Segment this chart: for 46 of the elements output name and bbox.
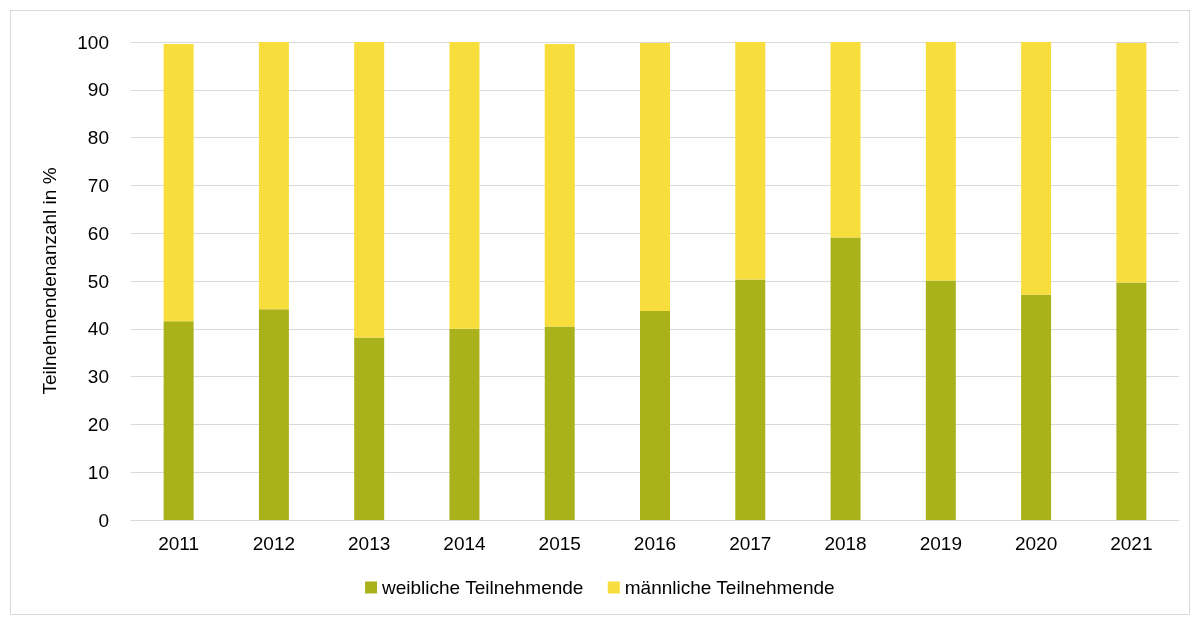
x-tick-label: 2021: [1110, 533, 1153, 554]
y-tick-label: 90: [87, 79, 109, 101]
x-tick-label: 2016: [633, 533, 677, 554]
x-tick-label: 2015: [538, 533, 581, 554]
bar: [640, 311, 670, 520]
x-tick-label: 2012: [252, 533, 296, 554]
bar: [163, 321, 194, 520]
bar: [449, 328, 480, 520]
bar: [830, 237, 861, 520]
bar: [735, 279, 766, 520]
x-tick-label: 2014: [443, 533, 487, 554]
y-tick-label: 30: [87, 366, 109, 388]
bar: [449, 42, 480, 329]
y-tick-label: 70: [87, 174, 109, 196]
y-tick-label: 100: [77, 31, 109, 53]
x-tick-label: 2011: [158, 533, 200, 554]
x-tick-label: 2018: [824, 533, 867, 554]
bar: [354, 337, 385, 520]
bar: [1116, 42, 1147, 283]
legend-label: männliche Teilnehmende: [624, 577, 835, 598]
bar: [1021, 42, 1052, 295]
y-tick-label: 80: [87, 127, 109, 149]
bar: [1116, 282, 1147, 520]
legend-label: weibliche Teilnehmende: [381, 577, 584, 598]
bar: [258, 309, 289, 520]
bar: [925, 280, 956, 520]
bar: [830, 42, 861, 238]
x-tick-label: 2019: [919, 533, 962, 554]
x-tick-label: 2020: [1014, 533, 1058, 554]
bar: [925, 42, 956, 281]
bar: [354, 42, 385, 338]
bar: [163, 43, 194, 322]
x-tick-label: 2017: [729, 533, 772, 554]
y-axis-title: Teilnehmendenanzahl in %: [39, 167, 60, 395]
x-tick-label: 2013: [348, 533, 391, 554]
y-tick-label: 0: [98, 509, 109, 531]
bar: [544, 43, 575, 327]
y-tick-label: 40: [87, 318, 109, 340]
bar: [544, 326, 575, 520]
y-tick-label: 10: [87, 461, 109, 483]
y-tick-label: 60: [87, 222, 109, 244]
y-tick-label: 50: [87, 270, 109, 292]
bar: [1021, 294, 1052, 520]
y-tick-label: 20: [87, 413, 109, 435]
bar: [258, 42, 289, 310]
bar: [640, 42, 670, 312]
